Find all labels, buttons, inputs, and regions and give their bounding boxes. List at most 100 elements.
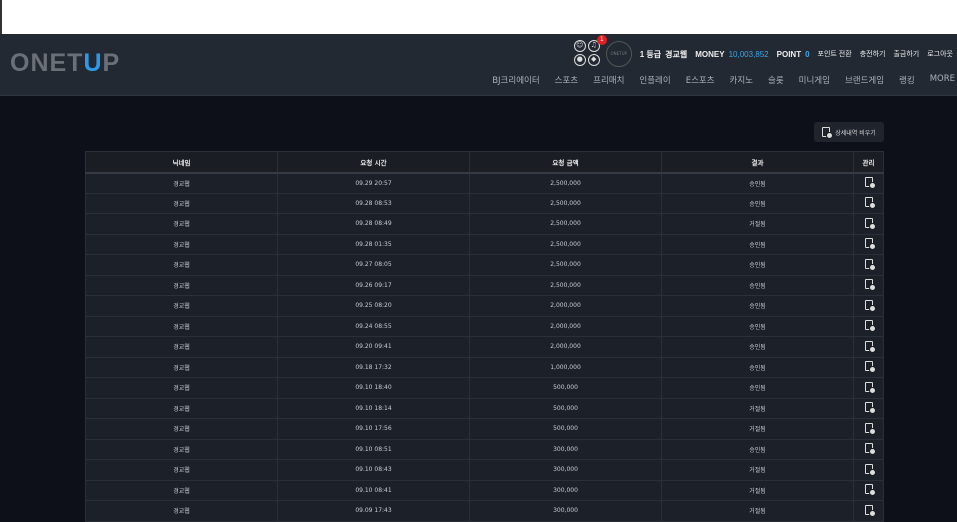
delete-record-icon[interactable] [864,258,876,271]
nav-casino[interactable]: 카지노 [729,76,754,86]
apple-icon[interactable]: ● [573,54,586,66]
request-time-cell: 09.10 18:40 [277,377,470,399]
result-cell: 승인됨 [661,233,854,255]
delete-record-icon[interactable] [864,217,876,230]
delete-record-icon[interactable] [864,402,876,415]
nav-more[interactable]: MORE [929,74,955,84]
android-icon[interactable]: ◆ [587,54,600,66]
header-result: 결과 [661,151,854,174]
request-amount-cell: 2,500,000 [469,233,662,255]
request-time-cell: 09.24 08:55 [277,315,470,337]
request-amount-cell: 2,500,000 [469,213,662,235]
request-amount-cell: 300,000 [469,438,662,460]
request-amount-cell: 2,500,000 [469,274,662,296]
history-table: 닉네임 요청 시간 요청 금액 결과 관리 경교웹 09.29 20:57 2,50… [85,151,884,522]
delete-record-icon[interactable] [864,484,876,497]
manage-cell [853,397,884,419]
header-manage: 관리 [853,151,884,174]
request-amount-cell: 300,000 [469,500,662,522]
request-time-cell: 09.10 17:56 [277,418,470,440]
point-value: 0 [805,49,810,59]
main-nav: BJ크리에이터 스포츠 프리매치 인플레이 E스포츠 카지노 슬롯 미니게임 브… [477,74,955,86]
request-time-cell: 09.10 08:51 [277,438,470,460]
result-cell: 승인됨 [661,172,854,194]
nav-sports[interactable]: 스포츠 [554,76,579,86]
request-time-cell: 09.10 18:14 [277,397,470,419]
request-amount-cell: 2,000,000 [469,336,662,358]
notification-badge: 1 [596,35,607,45]
request-time-cell: 09.28 01:35 [277,233,470,255]
request-amount-cell: 500,000 [469,377,662,399]
request-time-cell: 09.27 08:05 [277,254,470,276]
nav-minigame[interactable]: 미니게임 [798,76,830,86]
nav-prematch[interactable]: 프리매치 [593,76,625,86]
delete-record-icon[interactable] [864,238,876,251]
nav-esports[interactable]: E스포츠 [685,76,715,86]
request-time-cell: 09.20 09:41 [277,336,470,358]
delete-record-icon[interactable] [864,177,876,189]
table-row: 경교웹 09.10 08:41 300,000 거절됨 [85,479,884,501]
username: 경교웹 [665,49,688,59]
logout-link[interactable]: 로그아웃 [927,51,953,58]
nav-ranking[interactable]: 랭킹 [899,76,915,86]
bell-icon[interactable]: ♫ [587,40,600,52]
delete-record-icon[interactable] [864,463,876,476]
table-row: 경교웹 09.25 08:20 2,000,000 승인됨 [85,295,884,317]
site-header: ONETUP ☺ ♫ ● ◆ 1 ONETUP 1 등급 경교웹 MONEY 1… [0,34,957,96]
table-row: 경교웹 09.28 08:53 2,500,000 승인됨 [85,192,884,214]
delete-record-icon[interactable] [864,422,876,435]
clear-history-button[interactable]: 상세내역 비우기 [814,122,884,142]
result-cell: 승인됨 [661,356,854,378]
avatar[interactable]: ONETUP [605,41,632,67]
manage-cell [853,192,884,214]
nickname-cell: 경교웹 [85,295,278,317]
request-time-cell: 09.10 08:43 [277,459,470,481]
withdraw-link[interactable]: 출금하기 [893,51,920,58]
delete-record-icon[interactable] [864,197,876,210]
table-row: 경교웹 09.26 09:17 2,500,000 승인됨 [85,274,884,296]
nav-brand-game[interactable]: 브랜드게임 [844,76,885,86]
request-amount-cell: 2,500,000 [469,254,662,276]
request-amount-cell: 2,000,000 [469,295,662,317]
deposit-link[interactable]: 충전하기 [859,51,886,58]
delete-record-icon[interactable] [864,299,876,312]
delete-record-icon[interactable] [864,381,876,394]
point-label: POINT [776,49,802,59]
result-cell: 거절됨 [661,459,854,481]
delete-record-icon[interactable] [864,279,876,292]
browser-top-strip [0,0,957,34]
result-cell: 승인됨 [661,192,854,214]
user-icon[interactable]: ☺ [573,40,586,52]
result-cell: 거절됨 [661,418,854,440]
user-bar: 1 등급 경교웹 MONEY 10,003,852 POINT 0 포인트 전환… [640,49,953,60]
request-amount-cell: 500,000 [469,397,662,419]
request-time-cell: 09.09 17:43 [277,500,470,522]
table-row: 경교웹 09.27 08:05 2,500,000 승인됨 [85,254,884,276]
request-time-cell: 09.26 09:17 [277,274,470,296]
manage-cell [853,274,884,296]
delete-record-icon[interactable] [864,320,876,333]
nickname-cell: 경교웹 [85,356,278,378]
manage-cell [853,479,884,501]
delete-record-icon[interactable] [864,340,876,353]
request-time-cell: 09.28 08:53 [277,192,470,214]
request-amount-cell: 2,500,000 [469,192,662,214]
delete-record-icon[interactable] [864,443,876,456]
delete-record-icon[interactable] [864,504,876,517]
result-cell: 승인됨 [661,377,854,399]
request-time-cell: 09.29 20:57 [277,172,470,194]
delete-record-icon[interactable] [864,361,876,374]
result-cell: 거절됨 [661,500,854,522]
logo[interactable]: ONETUP [10,49,121,77]
point-convert-link[interactable]: 포인트 전환 [817,51,852,58]
nav-bj-creator[interactable]: BJ크리에이터 [492,76,540,86]
result-cell: 거절됨 [661,479,854,501]
nav-slot[interactable]: 슬롯 [768,76,784,86]
table-row: 경교웹 09.10 17:56 500,000 거절됨 [85,418,884,440]
manage-cell [853,500,884,522]
table-row: 경교웹 09.10 18:40 500,000 승인됨 [85,377,884,399]
nav-inplay[interactable]: 인플레이 [639,76,671,86]
nickname-cell: 경교웹 [85,500,278,522]
table-row: 경교웹 09.29 20:57 2,500,000 승인됨 [85,172,884,194]
request-amount-cell: 2,500,000 [469,172,662,194]
